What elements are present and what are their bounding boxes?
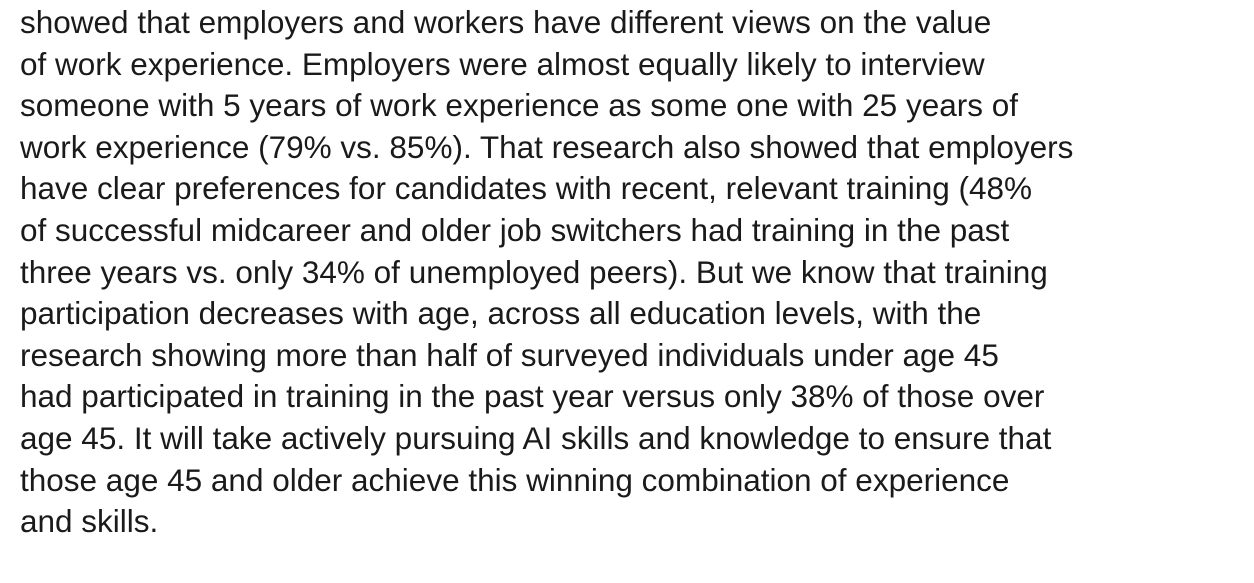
- text-line: someone with 5 years of work experience …: [20, 87, 1019, 124]
- text-line: had participated in training in the past…: [20, 378, 1045, 415]
- text-line: work experience (79% vs. 85%). That rese…: [20, 128, 1074, 165]
- text-line: participation decreases with age, across…: [20, 295, 982, 332]
- text-line: age 45. It will take actively pursuing A…: [20, 419, 1052, 456]
- text-line: of work experience. Employers were almos…: [20, 45, 985, 82]
- text-line: showed that employers and workers have d…: [20, 4, 992, 40]
- text-line: have clear preferences for candidates wi…: [20, 170, 1033, 207]
- text-line: three years vs. only 34% of unemployed p…: [20, 253, 1048, 290]
- text-line: of successful midcareer and older job sw…: [20, 211, 1010, 248]
- text-line: those age 45 and older achieve this winn…: [20, 461, 1010, 498]
- text-line: research showing more than half of surve…: [20, 336, 999, 373]
- text-line: and skills.: [20, 503, 159, 540]
